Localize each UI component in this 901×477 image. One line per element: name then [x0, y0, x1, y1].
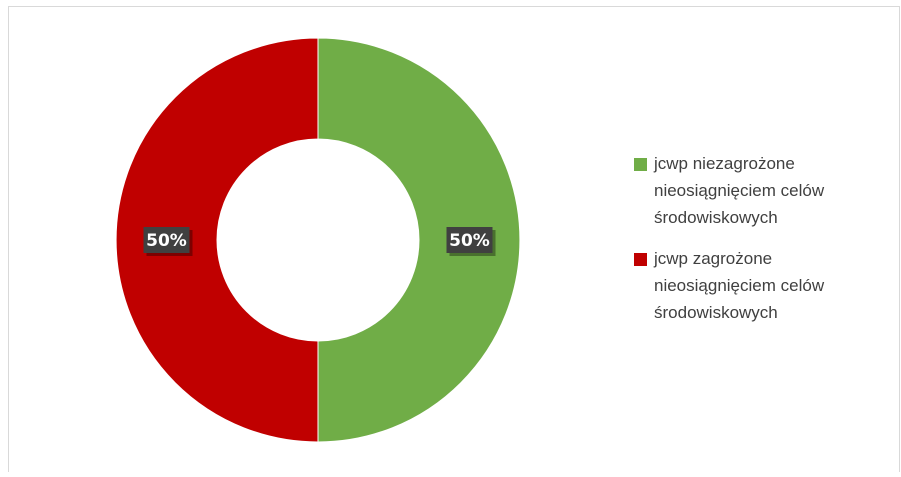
legend-label-line: środowiskowych: [654, 208, 778, 227]
legend-swatch-green: [634, 158, 647, 171]
data-label-1: 50%: [146, 231, 187, 251]
donut-slice-1: [115, 37, 319, 443]
slices-layer: [115, 37, 521, 443]
legend-swatch-red: [634, 253, 647, 266]
data-labels-layer: 50% 50%: [143, 227, 496, 256]
legend-label-line: nieosiągnięciem celów: [654, 181, 825, 200]
legend: jcwp niezagrożone nieosiągnięciem celów …: [634, 150, 884, 340]
legend-item-niezagrozone: jcwp niezagrożone nieosiągnięciem celów …: [634, 150, 884, 231]
data-label-0: 50%: [449, 231, 490, 251]
data-label-box-1: [143, 227, 190, 253]
legend-label-line: jcwp zagrożone: [654, 249, 773, 268]
legend-label-line: nieosiągnięciem celów: [654, 276, 825, 295]
data-label-box-0: [446, 227, 493, 253]
legend-item-zagrozone: jcwp zagrożone nieosiągnięciem celów śro…: [634, 245, 884, 326]
chart-frame: [8, 6, 900, 472]
donut-slice-0: [317, 37, 521, 443]
legend-label-line: środowiskowych: [654, 303, 778, 322]
legend-label-line: jcwp niezagrożone: [654, 154, 795, 173]
